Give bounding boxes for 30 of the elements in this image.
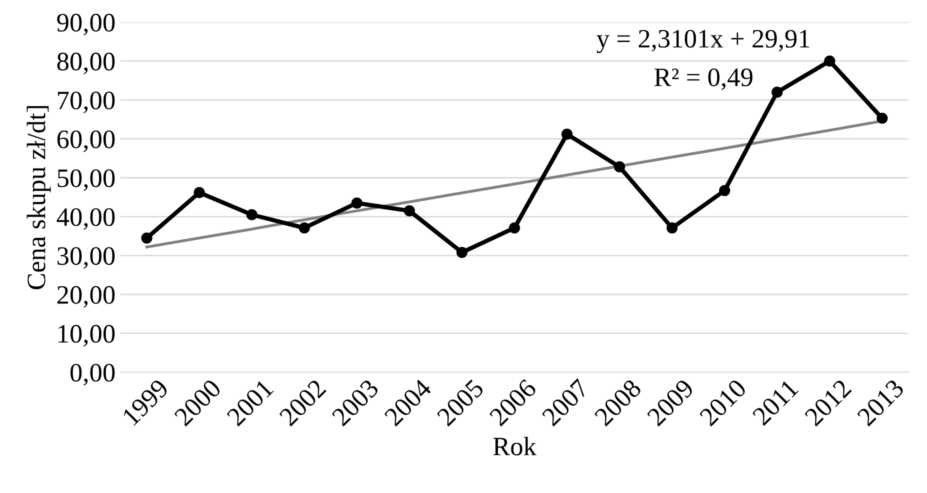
point xyxy=(456,246,468,258)
point xyxy=(824,56,836,67)
y-tick-label: 70,00 xyxy=(58,92,115,114)
annotation: y = 2,3101x + 29,91 xyxy=(596,30,810,54)
point xyxy=(876,112,888,124)
point xyxy=(666,222,678,234)
x-tick-label: 2011 xyxy=(752,378,799,426)
point xyxy=(404,205,415,216)
y-tick-label: 90,00 xyxy=(57,14,115,36)
point xyxy=(719,185,730,196)
point xyxy=(561,128,573,140)
y-tick-label: 80,00 xyxy=(57,52,115,74)
point xyxy=(194,186,205,198)
y-tick-label: 30,00 xyxy=(58,247,115,269)
y-axis-title: Cena skupu zł/dt] xyxy=(26,106,51,290)
point xyxy=(246,209,258,220)
point xyxy=(508,222,520,234)
y-tick-label: 40,00 xyxy=(56,208,115,230)
point xyxy=(298,222,310,234)
x-axis-title: Rok xyxy=(493,436,536,456)
y-tick-label: 0,00 xyxy=(70,364,115,386)
point xyxy=(614,161,626,172)
y-tick-label: 60,00 xyxy=(57,130,115,152)
point xyxy=(141,232,152,244)
y-tick-label: 50,00 xyxy=(58,169,115,191)
point xyxy=(351,197,362,209)
y-tick-label: 10,00 xyxy=(58,324,115,347)
point xyxy=(772,86,783,98)
y-tick-label: 20,00 xyxy=(57,286,115,308)
annotation: R² = 0,49 xyxy=(654,68,752,90)
